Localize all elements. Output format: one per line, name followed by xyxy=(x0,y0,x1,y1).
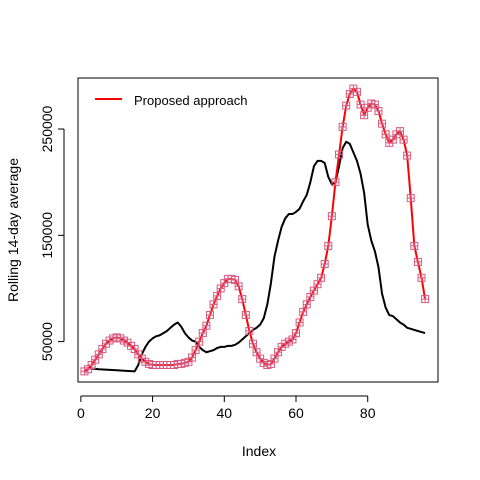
data-point xyxy=(213,291,222,300)
legend: Proposed approach xyxy=(95,93,247,108)
data-point xyxy=(248,339,257,348)
data-point xyxy=(374,106,383,115)
data-point xyxy=(306,292,315,301)
data-point xyxy=(238,295,247,304)
x-tick-label: 40 xyxy=(217,405,233,421)
y-axis-title: Rolling 14-day average xyxy=(5,158,21,302)
data-point xyxy=(191,346,200,355)
data-point xyxy=(421,295,430,304)
legend-label-proposed-approach: Proposed approach xyxy=(134,93,247,108)
data-point xyxy=(399,135,408,144)
data-point xyxy=(202,321,211,330)
series-line-1 xyxy=(87,140,426,373)
data-point xyxy=(209,300,218,309)
plot-box xyxy=(77,77,439,383)
data-point xyxy=(338,122,347,131)
y-tick-label: 150000 xyxy=(39,212,55,259)
data-point xyxy=(406,194,415,203)
x-tick-label: 0 xyxy=(77,405,85,421)
y-tick-label: 250000 xyxy=(39,105,55,152)
data-point xyxy=(378,119,387,128)
data-point xyxy=(331,178,340,187)
data-point xyxy=(403,151,412,160)
x-tick-label: 80 xyxy=(360,405,376,421)
data-point xyxy=(335,150,344,159)
data-point xyxy=(317,273,326,282)
data-point xyxy=(356,100,365,109)
data-point xyxy=(410,241,419,250)
x-axis-title: Index xyxy=(242,443,276,459)
data-point xyxy=(327,212,336,221)
data-point xyxy=(299,307,308,316)
data-point xyxy=(302,300,311,309)
data-point xyxy=(205,311,214,320)
data-point xyxy=(292,329,301,338)
x-tick-label: 20 xyxy=(145,405,161,421)
data-point xyxy=(413,257,422,266)
data-point xyxy=(198,329,207,338)
axes-layer: 0 20 40 60 80 50000 150000 250000 xyxy=(39,105,376,421)
y-tick-label: 50000 xyxy=(39,322,55,361)
data-point xyxy=(352,87,361,96)
data-point xyxy=(195,337,204,346)
x-tick-label: 60 xyxy=(288,405,304,421)
data-point xyxy=(245,326,254,335)
data-point xyxy=(320,260,329,269)
data-point xyxy=(295,318,304,327)
data-point xyxy=(395,127,404,136)
data-point xyxy=(381,130,390,139)
data-point xyxy=(417,273,426,282)
data-point xyxy=(342,101,351,110)
data-point xyxy=(234,282,243,291)
data-point xyxy=(360,111,369,120)
series-layer xyxy=(80,84,430,376)
data-point xyxy=(241,311,250,320)
data-point xyxy=(324,241,333,250)
data-point xyxy=(188,353,197,362)
